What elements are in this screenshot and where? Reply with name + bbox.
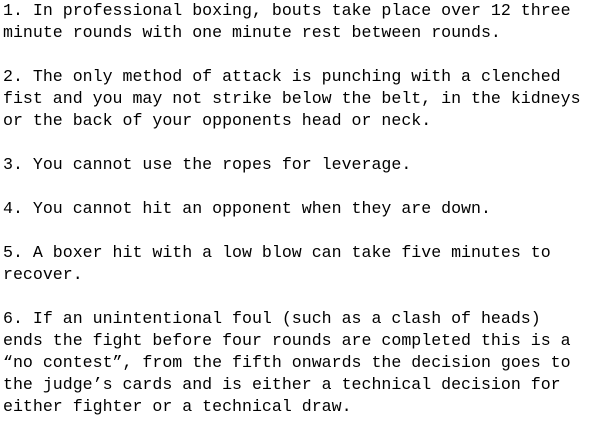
rule-text-line: 1. In professional boxing, bouts take pl… bbox=[3, 1, 571, 20]
rule-text-line: either fighter or a technical draw. bbox=[3, 397, 352, 416]
rule-text-line: ends the fight before four rounds are co… bbox=[3, 331, 571, 350]
rule-text-line: the judge’s cards and is either a techni… bbox=[3, 375, 561, 394]
rule-text-line: 6. If an unintentional foul (such as a c… bbox=[3, 309, 541, 328]
rule-text-line: 3. You cannot use the ropes for leverage… bbox=[3, 155, 412, 174]
rule-3: 3. You cannot use the ropes for leverage… bbox=[3, 154, 591, 176]
rule-text-line: 5. A boxer hit with a low blow can take … bbox=[3, 243, 551, 262]
rule-1: 1. In professional boxing, bouts take pl… bbox=[3, 0, 591, 44]
rules-document: 1. In professional boxing, bouts take pl… bbox=[3, 0, 591, 440]
rule-4: 4. You cannot hit an opponent when they … bbox=[3, 198, 591, 220]
rule-text-line: or the back of your opponents head or ne… bbox=[3, 111, 432, 130]
rule-2: 2. The only method of attack is punching… bbox=[3, 66, 591, 132]
rule-text-line: fist and you may not strike below the be… bbox=[3, 89, 581, 108]
rule-text-line: 2. The only method of attack is punching… bbox=[3, 67, 561, 86]
rule-text-line: recover. bbox=[3, 265, 83, 284]
rule-text-line: 4. You cannot hit an opponent when they … bbox=[3, 199, 491, 218]
rule-text-line: “no contest”, from the fifth onwards the… bbox=[3, 353, 571, 372]
rule-5: 5. A boxer hit with a low blow can take … bbox=[3, 242, 591, 286]
rule-text-line: minute rounds with one minute rest betwe… bbox=[3, 23, 501, 42]
rule-6: 6. If an unintentional foul (such as a c… bbox=[3, 308, 591, 418]
